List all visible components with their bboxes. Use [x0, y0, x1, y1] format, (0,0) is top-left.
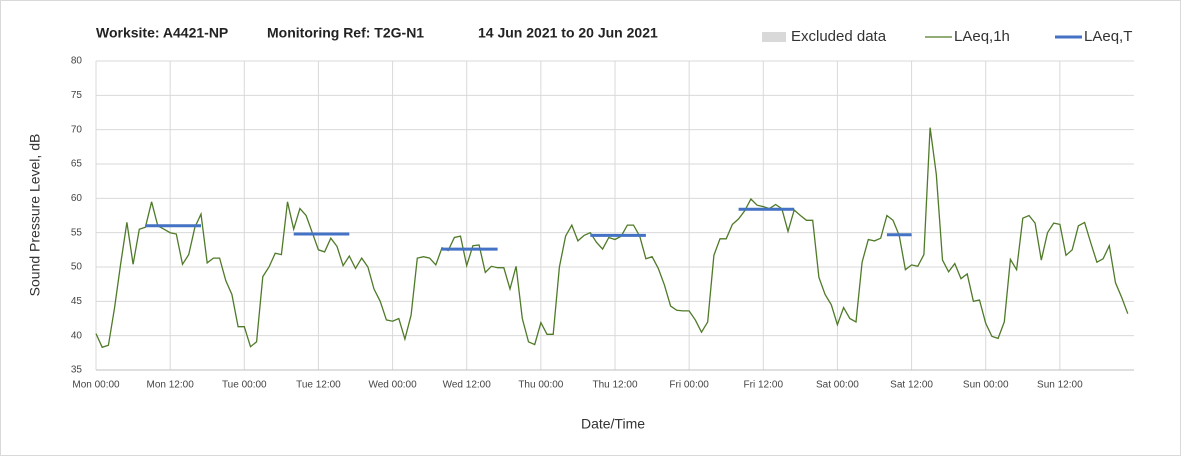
- x-tick-label: Fri 00:00: [669, 380, 709, 391]
- y-axis-label: Sound Pressure Level, dB: [27, 134, 43, 297]
- legend-label: LAeq,T: [1084, 28, 1132, 45]
- y-tick-label: 80: [71, 56, 83, 67]
- y-tick-label: 35: [71, 365, 83, 376]
- series-line: [95, 127, 1129, 349]
- title-period: 14 Jun 2021 to 20 Jun 2021: [478, 25, 658, 41]
- title-monitoring-ref: Monitoring Ref: T2G-N1: [267, 25, 424, 41]
- y-tick-label: 70: [71, 124, 83, 135]
- series-line: [145, 207, 912, 251]
- x-tick-label: Sat 12:00: [890, 380, 933, 391]
- y-tick-label: 50: [71, 262, 83, 273]
- x-tick-label: Sun 12:00: [1037, 380, 1083, 391]
- x-tick-label: Wed 00:00: [368, 380, 417, 391]
- x-tick-label: Wed 12:00: [443, 380, 492, 391]
- y-tick-label: 40: [71, 330, 83, 341]
- x-tick-label: Sat 00:00: [816, 380, 859, 391]
- x-tick-label: Tue 00:00: [222, 380, 267, 391]
- legend-label: Excluded data: [791, 28, 887, 45]
- x-axis-label: Date/Time: [581, 416, 645, 432]
- y-tick-label: 45: [71, 296, 83, 307]
- x-tick-label: Thu 12:00: [592, 380, 637, 391]
- title-worksite: Worksite: A4421-NP: [96, 25, 228, 41]
- x-tick-label: Mon 00:00: [72, 380, 120, 391]
- y-tick-label: 75: [71, 90, 83, 101]
- x-tick-label: Sun 00:00: [963, 380, 1009, 391]
- x-tick-label: Mon 12:00: [147, 380, 195, 391]
- x-tick-label: Tue 12:00: [296, 380, 341, 391]
- x-tick-label: Fri 12:00: [744, 380, 784, 391]
- legend-swatch: [762, 32, 786, 42]
- x-tick-label: Thu 00:00: [518, 380, 563, 391]
- y-tick-label: 65: [71, 159, 83, 170]
- y-tick-label: 55: [71, 227, 83, 238]
- legend-label: LAeq,1h: [954, 28, 1010, 45]
- y-tick-label: 60: [71, 193, 83, 204]
